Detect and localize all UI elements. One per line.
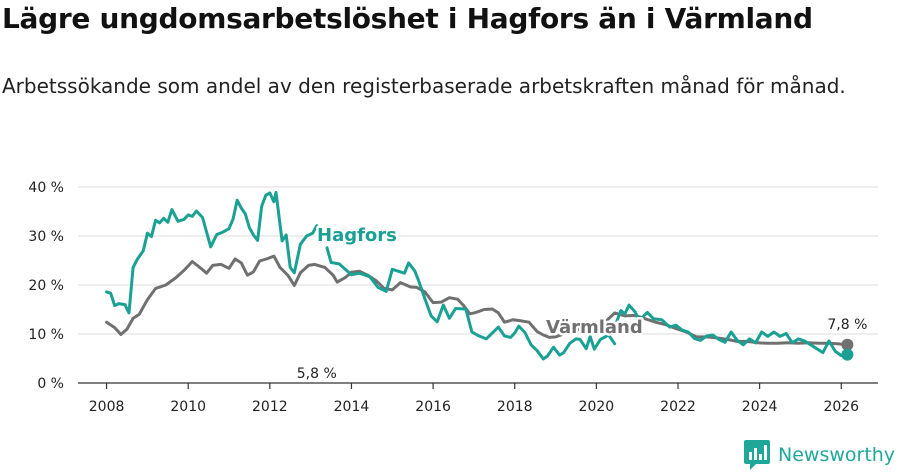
series-line-hagfors-2 [325, 246, 617, 361]
series-label-halo-hagfors: Hagfors [317, 225, 397, 246]
series-line-värmland-0 [105, 254, 849, 347]
x-tick-label-2010: 2010 [170, 399, 206, 415]
y-tick-label-40: 40 % [28, 180, 64, 196]
x-tick-label-2026: 2026 [823, 399, 859, 415]
series-line-hagfors-3 [615, 303, 849, 358]
x-axis: 2008 2010 2012 2014 2016 2018 2020 2022 2024 2026 [78, 382, 878, 415]
x-tick-label-2022: 2022 [660, 399, 696, 415]
end-value-label-hagfors: 5,8 % [297, 366, 337, 382]
series-label-värmland: Värmland [546, 317, 643, 338]
chart-title: Lägre ungdomsarbetslöshet i Hagfors än i… [2, 2, 813, 35]
end-marker-värmland [841, 338, 854, 351]
x-tick-label-2024: 2024 [742, 399, 778, 415]
series-label-halo-värmland: Värmland [546, 317, 643, 338]
y-tick-label-30: 30 % [28, 229, 64, 245]
x-tick-label-2014: 2014 [334, 399, 370, 415]
brand: Newsworthy [744, 440, 895, 470]
y-tick-label-10: 10 % [28, 327, 64, 343]
brand-name: Newsworthy [778, 444, 896, 466]
end-value-label-värmland: 7,8 % [827, 317, 867, 333]
x-tick-label-2020: 2020 [579, 399, 615, 415]
y-tick-label-0: 0 % [37, 376, 64, 392]
x-tick-label-2016: 2016 [415, 399, 451, 415]
series-label-hagfors: Hagfors [317, 225, 397, 246]
x-tick-label-2008: 2008 [89, 399, 125, 415]
series-line-hagfors-1 [105, 190, 319, 315]
series-lines [105, 190, 849, 361]
end-marker-hagfors [841, 348, 854, 361]
newsworthy-logo-icon [744, 440, 770, 470]
y-tick-label-20: 20 % [28, 278, 64, 294]
x-tick-label-2012: 2012 [252, 399, 288, 415]
x-tick-label-2018: 2018 [497, 399, 533, 415]
y-axis-tick-labels: 0 % 10 % 20 % 30 % 40 % [28, 180, 64, 392]
chart-subtitle: Arbetssökande som andel av den registerb… [2, 74, 846, 98]
